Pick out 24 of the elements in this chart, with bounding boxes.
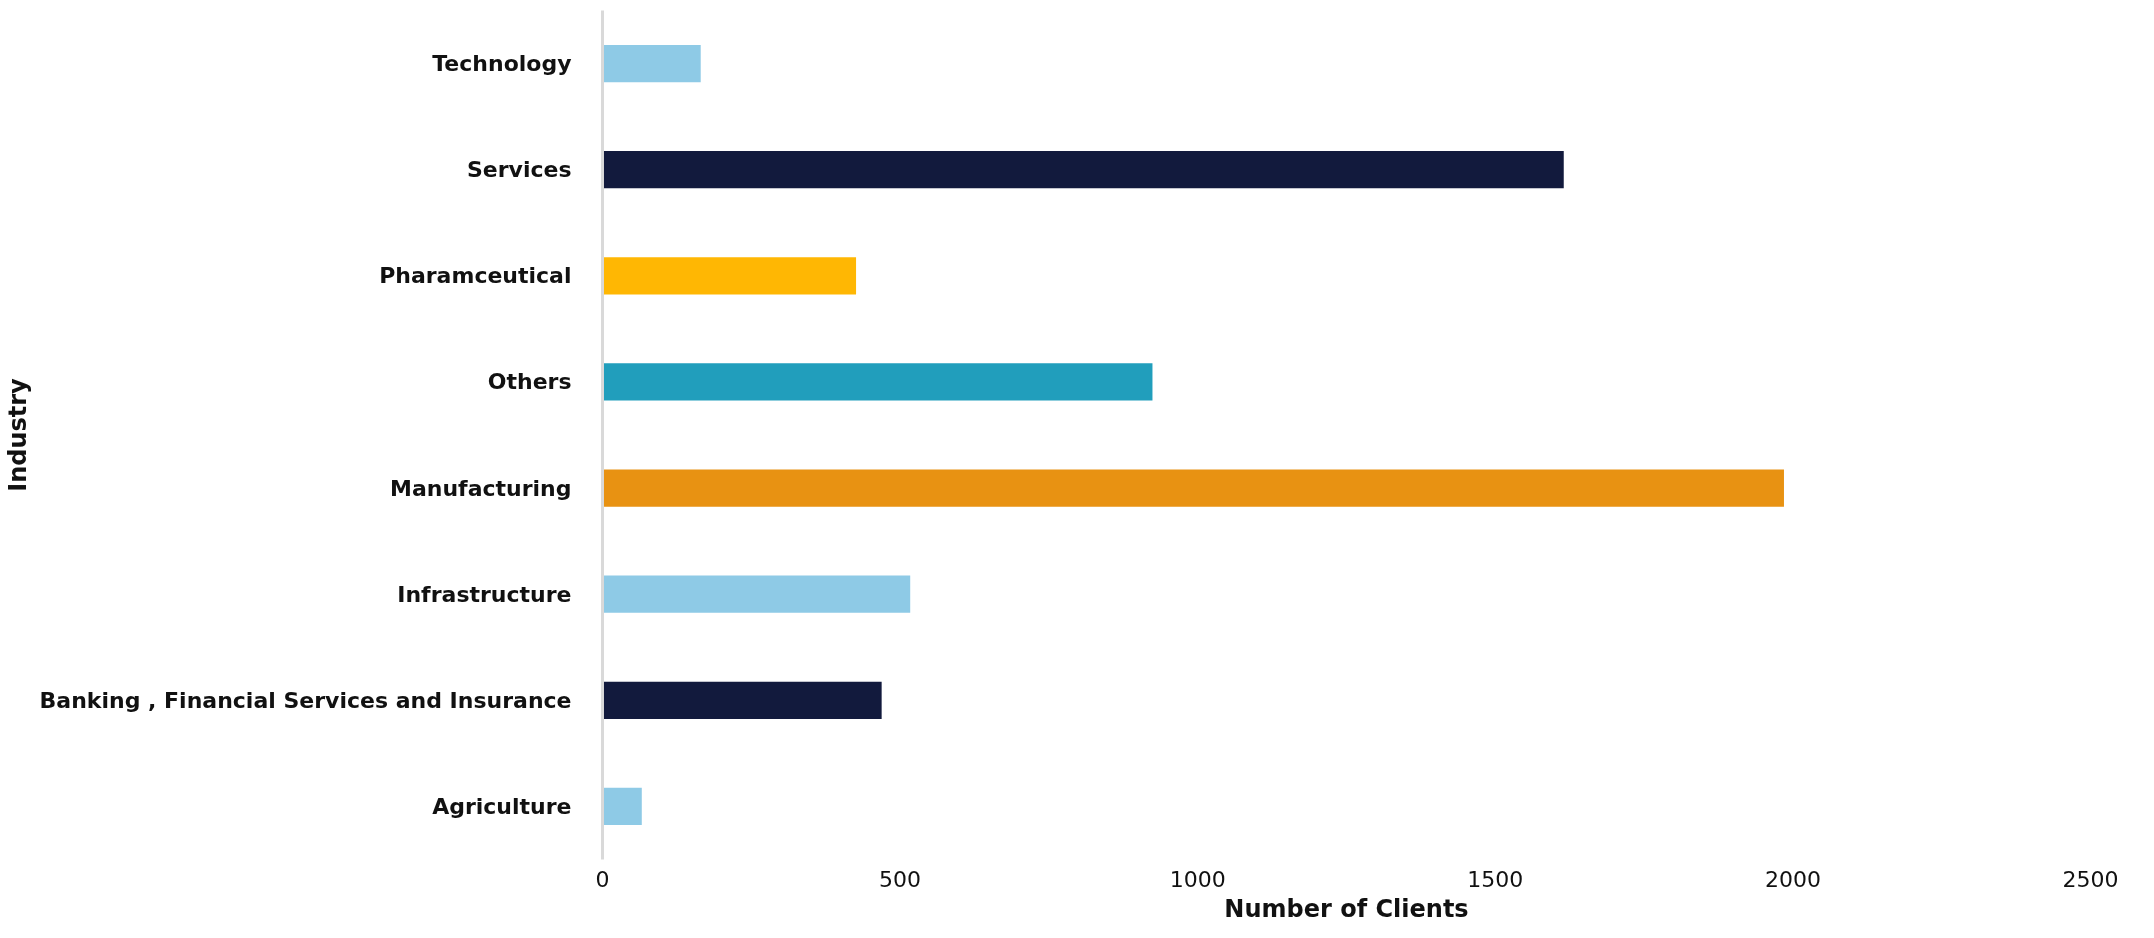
- bar: [602, 44, 701, 83]
- bar: [602, 257, 857, 295]
- x-tick-label: 2000: [1764, 866, 1821, 892]
- y-tick-label: Agriculture: [432, 793, 572, 819]
- bar: [602, 151, 1564, 189]
- bar: [602, 575, 911, 613]
- x-tick-label: 500: [879, 866, 922, 892]
- y-tick-label: Others: [487, 369, 572, 395]
- bar: [602, 469, 1784, 507]
- bar: [602, 681, 882, 719]
- x-tick-label: 1500: [1467, 866, 1524, 892]
- x-tick-label: 2500: [2062, 866, 2119, 892]
- y-tick-label: Technology: [432, 51, 572, 77]
- x-tick-label: 0: [595, 866, 610, 892]
- x-tick-label: 1000: [1169, 866, 1226, 892]
- x-axis-title: Number of Clients: [1224, 894, 1469, 923]
- bar: [602, 787, 642, 826]
- bar: [602, 363, 1153, 401]
- y-axis-title: Industry: [3, 377, 32, 492]
- y-tick-label: Manufacturing: [390, 475, 572, 501]
- y-tick-label: Infrastructure: [397, 581, 572, 607]
- y-tick-label: Services: [466, 157, 572, 183]
- y-tick-label: Pharamceutical: [379, 263, 572, 289]
- y-tick-label: Banking , Financial Services and Insurance: [39, 687, 572, 713]
